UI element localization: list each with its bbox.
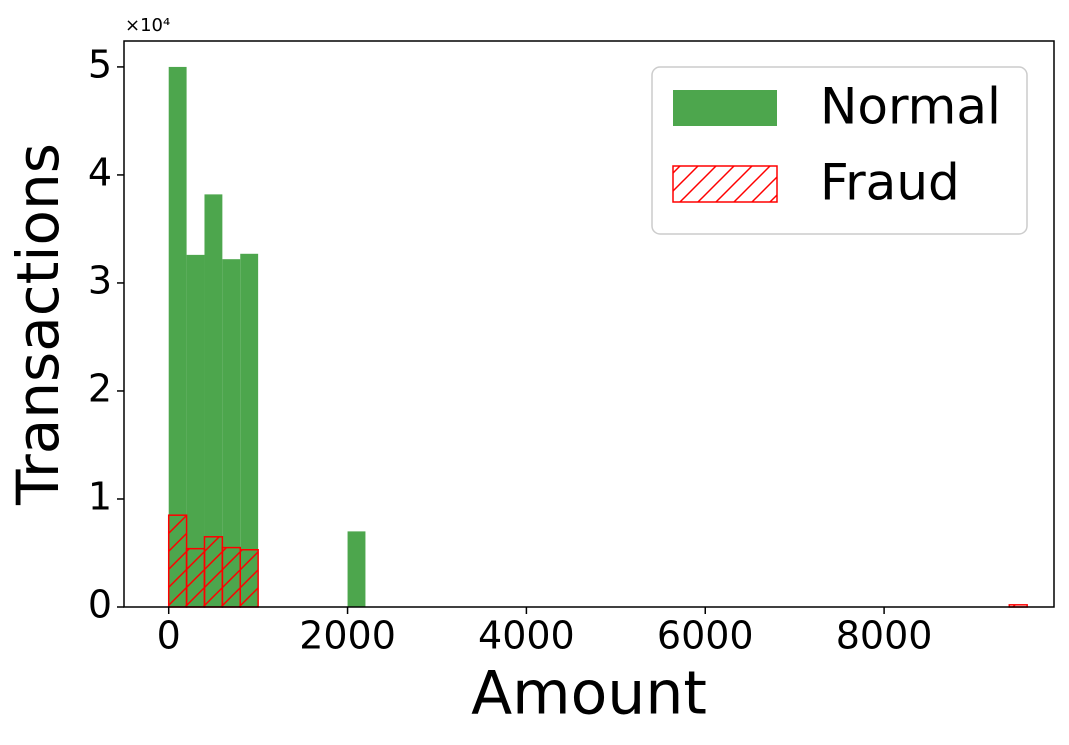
x-axis-label: Amount (471, 659, 707, 729)
bar (240, 253, 259, 607)
y-tick-label: 1 (88, 474, 112, 518)
bar (204, 194, 223, 607)
plot-frame (123, 40, 1055, 608)
y-tick-label: 5 (88, 42, 112, 86)
x-tick-label: 6000 (657, 614, 754, 658)
x-tick-label: 0 (157, 614, 181, 658)
bar (222, 259, 241, 607)
bar (186, 254, 205, 607)
legend-swatch (673, 90, 777, 126)
y-offset-label: ×10⁴ (125, 15, 170, 36)
y-tick-label: 2 (88, 366, 112, 410)
x-tick-label: 4000 (478, 614, 575, 658)
legend-label: Fraud (820, 154, 960, 212)
legend-swatch (672, 165, 778, 203)
bar (347, 531, 366, 607)
bar (185, 547, 206, 608)
y-tick-label: 0 (88, 583, 112, 627)
bar (221, 546, 242, 608)
bar (168, 66, 187, 608)
y-axis-label: Transactions (4, 143, 72, 506)
y-tick-label: 3 (88, 258, 112, 302)
y-tick-label: 4 (88, 150, 112, 194)
bar (167, 514, 188, 608)
x-tick-label: 8000 (836, 614, 933, 658)
legend-label: Normal (820, 78, 1001, 136)
bar (239, 549, 259, 608)
bar (203, 536, 224, 608)
x-tick-label: 2000 (299, 614, 396, 658)
